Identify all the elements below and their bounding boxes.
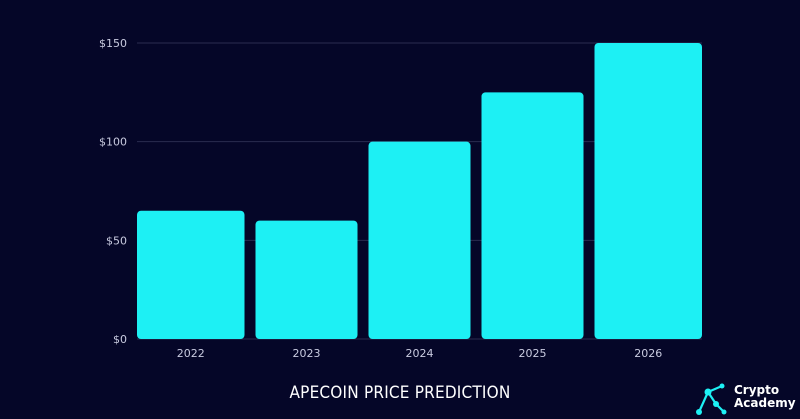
crypto-academy-logo: Crypto Academy xyxy=(694,382,796,416)
crypto-academy-network-icon xyxy=(696,383,727,415)
bar-2024 xyxy=(368,141,471,339)
y-tick-label: $50 xyxy=(106,234,127,247)
chart-title: APECOIN PRICE PREDICTION xyxy=(289,383,511,403)
x-tick-label: 2024 xyxy=(406,347,434,360)
x-tick-label: 2025 xyxy=(519,347,547,360)
logo-line-1: Crypto xyxy=(734,383,780,397)
bars xyxy=(137,43,702,339)
logo-text: Crypto Academy xyxy=(734,384,796,410)
x-tick-label: 2023 xyxy=(293,347,321,360)
y-axis: $0 $50 $100 $150 xyxy=(99,37,127,346)
logo-line-2: Academy xyxy=(734,396,796,410)
bar-2025 xyxy=(481,92,584,339)
bar-chart: $0 $50 $100 $150 2022 2023 2024 2025 2026 xyxy=(99,37,702,360)
x-tick-label: 2026 xyxy=(634,347,662,360)
bar-2023 xyxy=(255,220,358,339)
x-axis: 2022 2023 2024 2025 2026 xyxy=(177,347,663,360)
x-tick-label: 2022 xyxy=(177,347,205,360)
bar-2022 xyxy=(137,210,245,339)
y-tick-label: $100 xyxy=(99,136,127,149)
y-tick-label: $150 xyxy=(99,37,127,50)
bar-2026 xyxy=(594,43,702,339)
y-tick-label: $0 xyxy=(113,333,127,346)
